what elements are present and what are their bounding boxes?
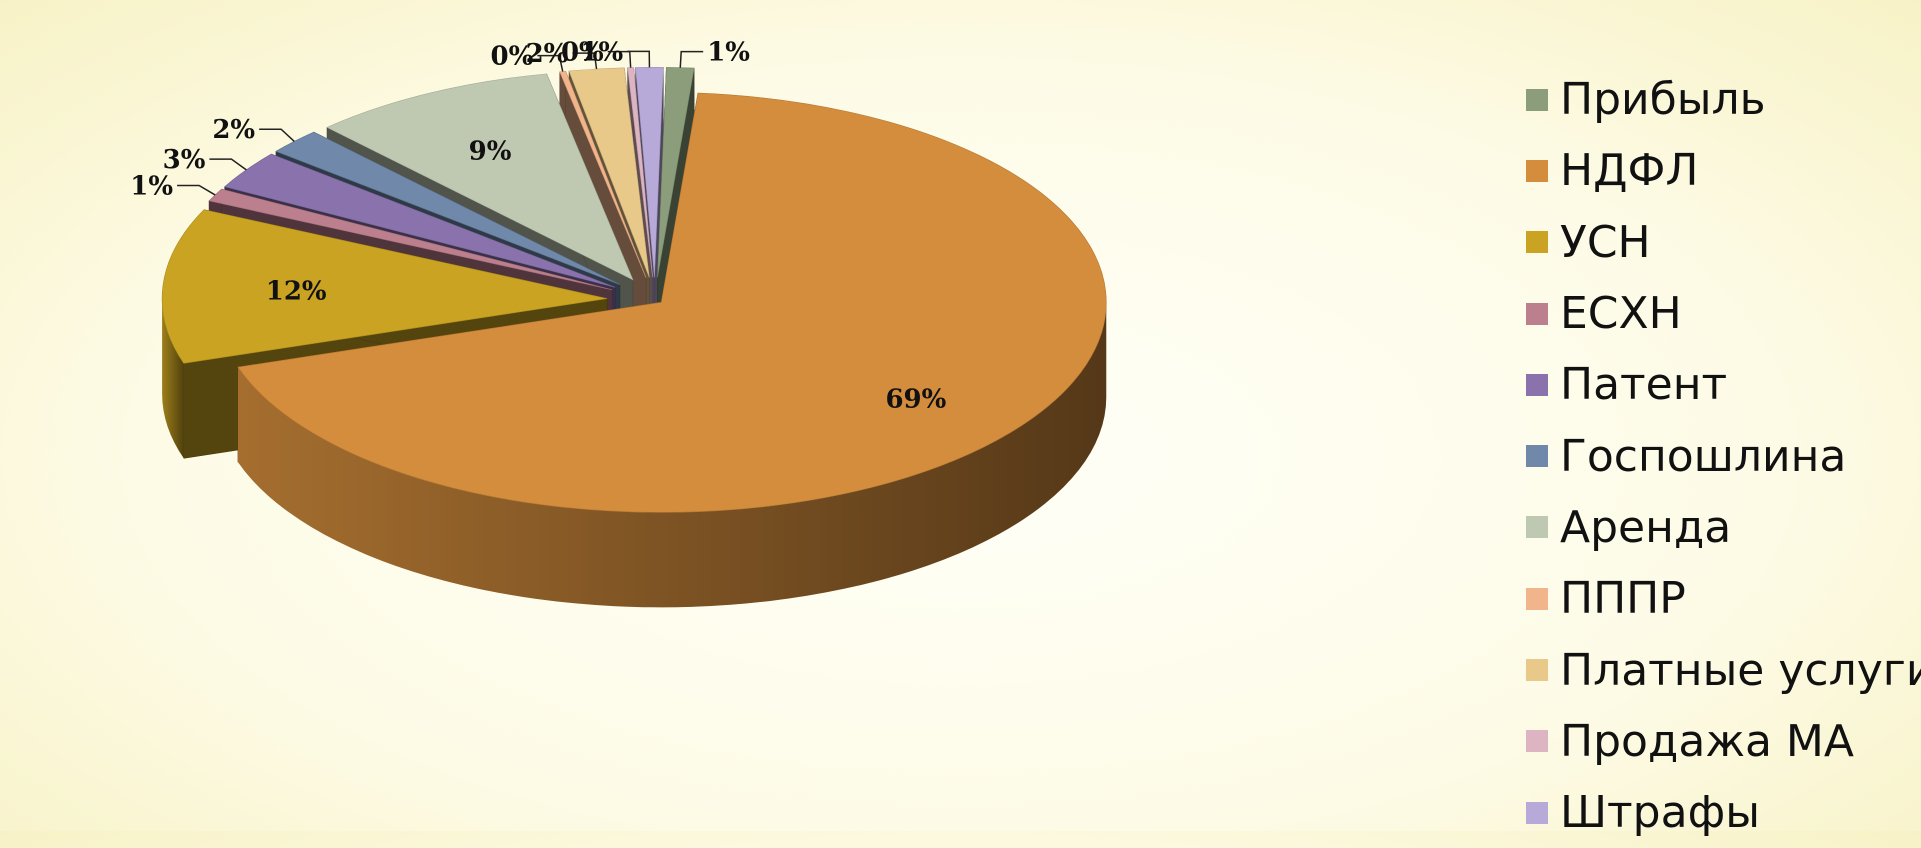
slice-label-10: 1% bbox=[580, 37, 623, 67]
legend-item: Патент bbox=[1526, 349, 1921, 420]
legend-swatch bbox=[1526, 160, 1548, 182]
leader-line-4 bbox=[209, 159, 246, 170]
slice-label-4: 3% bbox=[163, 145, 206, 175]
legend-swatch bbox=[1526, 516, 1548, 538]
legend-swatch bbox=[1526, 802, 1548, 824]
legend-item: ЕСХН bbox=[1526, 278, 1921, 349]
legend-label: ЕСХН bbox=[1560, 288, 1682, 339]
legend-label: Штрафы bbox=[1560, 787, 1760, 838]
slice-label-0: 1% bbox=[707, 38, 750, 68]
legend-item: УСН bbox=[1526, 207, 1921, 278]
legend-item: НДФЛ bbox=[1526, 135, 1921, 206]
legend-label: НДФЛ bbox=[1560, 145, 1698, 196]
legend-swatch bbox=[1526, 588, 1548, 610]
legend-label: Госпошлина bbox=[1560, 431, 1846, 482]
legend-item: Продажа МА bbox=[1526, 706, 1921, 777]
leader-line-0 bbox=[680, 52, 703, 68]
slice-label-1: 69% bbox=[885, 385, 946, 415]
legend-swatch bbox=[1526, 89, 1548, 111]
legend-swatch bbox=[1526, 303, 1548, 325]
slice-label-5: 2% bbox=[212, 115, 255, 145]
legend-label: Прибыль bbox=[1560, 74, 1766, 125]
legend-label: Аренда bbox=[1560, 502, 1731, 553]
slice-label-3: 1% bbox=[130, 172, 173, 202]
legend-item: ПППР bbox=[1526, 563, 1921, 634]
legend-swatch bbox=[1526, 659, 1548, 681]
legend-item: Прибыль bbox=[1526, 64, 1921, 135]
legend-item: Штрафы bbox=[1526, 777, 1921, 848]
leader-line-3 bbox=[177, 186, 215, 195]
legend-swatch bbox=[1526, 231, 1548, 253]
legend-label: Продажа МА bbox=[1560, 716, 1854, 767]
leader-line-5 bbox=[259, 129, 294, 141]
legend-item: Аренда bbox=[1526, 492, 1921, 563]
slice-label-6: 9% bbox=[469, 136, 512, 166]
legend-label: Патент bbox=[1560, 359, 1727, 410]
slice-label-2: 12% bbox=[266, 277, 327, 307]
legend-swatch bbox=[1526, 445, 1548, 467]
legend-label: ПППР bbox=[1560, 573, 1686, 624]
legend-swatch bbox=[1526, 730, 1548, 752]
legend-item: Платные услуги bbox=[1526, 634, 1921, 705]
pie-chart: 1%69%12%1%3%2%9%0%2%0%1% ПрибыльНДФЛУСНЕ… bbox=[0, 0, 1921, 831]
legend: Прибыль НДФЛ УСН ЕСХН Патент Госпошлина Аренда… bbox=[1526, 64, 1921, 848]
legend-label: УСН bbox=[1560, 217, 1651, 268]
legend-swatch bbox=[1526, 374, 1548, 396]
legend-label: Платные услуги bbox=[1560, 645, 1921, 696]
legend-item: Госпошлина bbox=[1526, 420, 1921, 491]
